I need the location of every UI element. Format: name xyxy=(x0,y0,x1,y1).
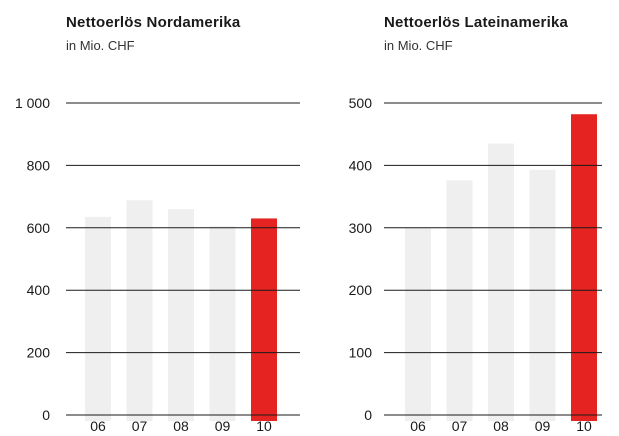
chart-subtitle: in Mio. CHF xyxy=(66,38,135,53)
bar-09 xyxy=(529,169,556,421)
bar-chart-lateinamerika: 0 100 200 300 400 500 06 07 08 09 10 xyxy=(349,95,602,434)
y-tick-label: 0 xyxy=(364,407,372,423)
y-tick-label: 400 xyxy=(349,157,373,173)
bar-07 xyxy=(446,180,473,421)
x-tick-label: 08 xyxy=(173,418,189,434)
y-tick-label: 800 xyxy=(27,157,51,173)
y-tick-label: 300 xyxy=(349,220,373,236)
bar-chart-nordamerika: 0 200 400 600 800 1 000 06 07 08 09 10 xyxy=(15,95,300,434)
x-tick-label: 08 xyxy=(493,418,509,434)
x-tick-label: 10 xyxy=(256,418,272,434)
bar-06 xyxy=(85,216,111,421)
y-tick-label: 600 xyxy=(27,220,51,236)
bar-10 xyxy=(571,114,597,422)
bar-10 xyxy=(251,218,277,421)
y-tick-label: 1 000 xyxy=(15,95,50,111)
x-tick-label: 06 xyxy=(410,418,426,434)
x-tick-label: 07 xyxy=(452,418,468,434)
bar-08 xyxy=(488,143,514,421)
chart-subtitle: in Mio. CHF xyxy=(384,38,453,53)
x-tick-label: 07 xyxy=(132,418,148,434)
x-tick-label: 10 xyxy=(576,418,592,434)
chart-title: Nettoerlös Nordamerika xyxy=(66,14,241,31)
y-tick-label: 200 xyxy=(27,345,51,361)
y-tick-label: 200 xyxy=(349,282,373,298)
bar-09 xyxy=(209,226,236,421)
x-tick-label: 09 xyxy=(215,418,231,434)
y-tick-label: 400 xyxy=(27,282,51,298)
bar-08 xyxy=(168,209,194,421)
y-tick-label: 0 xyxy=(42,407,50,423)
chart-title: Nettoerlös Lateinamerika xyxy=(384,14,569,31)
x-tick-label: 09 xyxy=(535,418,551,434)
x-tick-label: 06 xyxy=(90,418,106,434)
bar-06 xyxy=(405,227,431,421)
y-tick-label: 100 xyxy=(349,345,373,361)
y-tick-label: 500 xyxy=(349,95,373,111)
bar-07 xyxy=(126,200,153,421)
